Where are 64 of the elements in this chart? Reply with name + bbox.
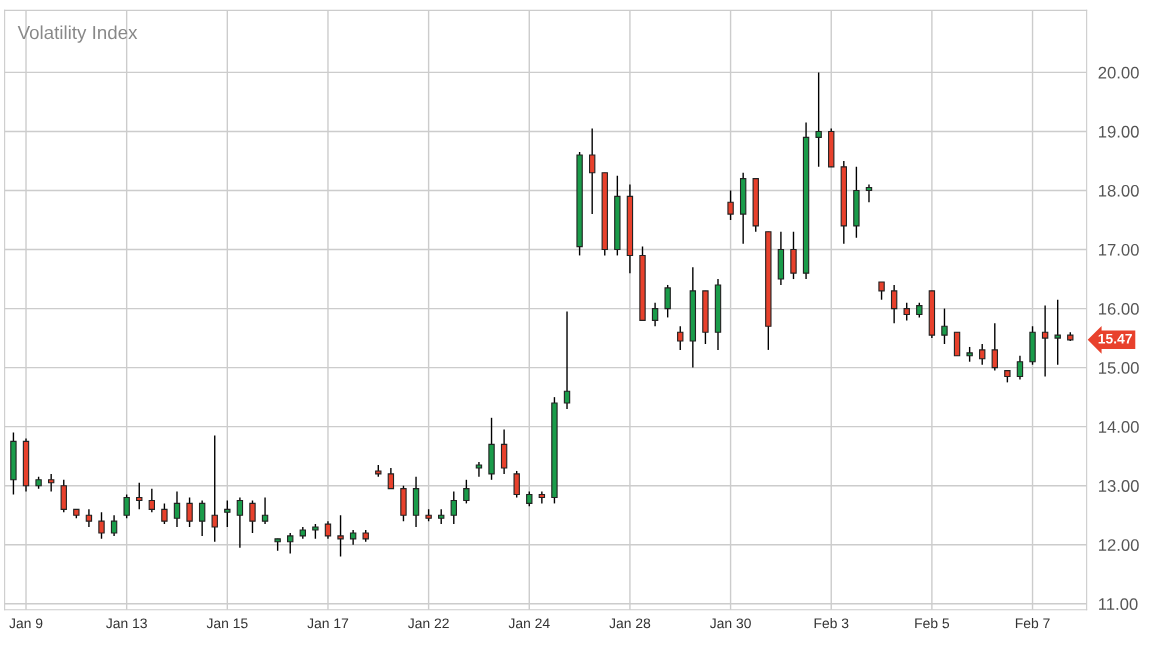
x-tick-label: Jan 17 [307,618,349,629]
candlestick [500,428,508,475]
y-tick-label: 15.00 [1099,362,1139,374]
candlestick [865,183,873,203]
candlestick [110,514,118,537]
candlestick [563,310,571,410]
candlestick [287,532,294,555]
y-tick-label: 14.00 [1099,421,1139,433]
candlestick [941,307,948,345]
candlestick [186,496,193,528]
y-tick-label: 18.00 [1099,184,1139,197]
y-tick-label: 19.00 [1099,125,1139,138]
candlestick [60,479,67,513]
candlestick [1054,299,1061,366]
x-tick-label: Feb 3 [814,618,849,629]
y-tick-label: 11.00 [1099,598,1138,610]
y-tick-label: 16.00 [1099,302,1139,315]
candlestick [136,482,143,511]
candlestick [450,490,457,525]
candlestick [979,343,986,366]
candlestick [337,514,344,558]
candlestick [261,496,269,525]
x-tick-label: Feb 5 [915,618,950,629]
x-tick-label: Feb 7 [1015,618,1050,629]
candlestick [173,490,181,528]
text: Volatility Index [17,25,138,43]
candlestick [123,493,130,519]
candlestick [588,127,596,215]
candlestick [161,502,168,525]
candlestick [98,511,105,540]
x-tick-label: Jan 9 [9,618,43,629]
candlestick [47,473,55,493]
candlestick [463,479,470,505]
x-tick-label: Jan 22 [407,618,449,629]
candlestick [991,322,998,372]
candlestick [475,461,483,478]
candlestick [513,470,520,499]
candlestick [198,499,206,537]
x-tick-label: Jan 24 [508,618,550,629]
candlestick [953,331,961,357]
y-tick-label: 20.00 [1098,66,1139,79]
candlestick [727,189,734,221]
x-tick-label: Jan 15 [206,618,248,629]
candlestick [211,434,218,543]
candlestick [815,71,822,168]
x-tick-label: Jan 30 [709,618,751,629]
candlestick [677,325,684,351]
x-tick-label: Jan 13 [106,618,147,629]
y-tick-label: 13.00 [1099,480,1139,492]
candlestick [387,467,395,490]
candlestick [249,499,256,534]
candlestick [148,487,156,513]
candlestick [790,231,797,280]
candlestick [664,284,671,319]
candlestick [224,499,231,528]
y-tick-label: 12.00 [1099,539,1139,551]
x-tick-label: Jan 28 [609,618,651,629]
candlestick [236,496,244,549]
candlestick [1016,355,1024,381]
y-tick-label: 17.00 [1099,243,1139,256]
candlestick [651,301,659,327]
candlestick [890,284,898,325]
text: 15.47 [1098,333,1132,344]
candlestick [1041,304,1049,378]
